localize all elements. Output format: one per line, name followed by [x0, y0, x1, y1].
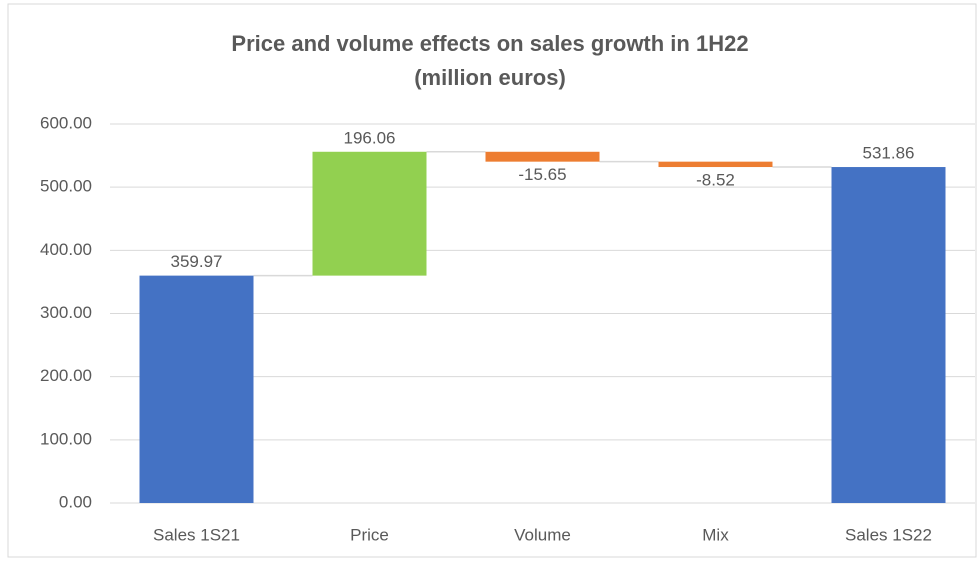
- bar: [139, 275, 254, 503]
- chart-title: Price and volume effects on sales growth…: [231, 31, 748, 56]
- x-tick-label: Price: [350, 525, 389, 544]
- chart-subtitle: (million euros): [414, 65, 566, 90]
- bar: [658, 161, 773, 168]
- data-label: -15.65: [518, 165, 566, 184]
- y-tick-label: 400.00: [40, 240, 92, 259]
- data-label: -8.52: [696, 171, 735, 190]
- data-label: 359.97: [171, 252, 223, 271]
- bar: [485, 151, 600, 162]
- x-tick-label: Sales 1S22: [845, 525, 932, 544]
- data-label: 196.06: [344, 128, 396, 147]
- bar: [831, 167, 946, 504]
- y-tick-label: 300.00: [40, 303, 92, 322]
- x-tick-label: Sales 1S21: [153, 525, 240, 544]
- y-tick-label: 0.00: [59, 492, 92, 511]
- bar: [312, 151, 427, 276]
- y-tick-label: 100.00: [40, 429, 92, 448]
- x-tick-label: Volume: [514, 525, 571, 544]
- x-tick-label: Mix: [702, 525, 729, 544]
- y-tick-label: 600.00: [40, 113, 92, 132]
- data-label: 531.86: [863, 144, 915, 163]
- y-tick-label: 500.00: [40, 177, 92, 196]
- y-tick-label: 200.00: [40, 366, 92, 385]
